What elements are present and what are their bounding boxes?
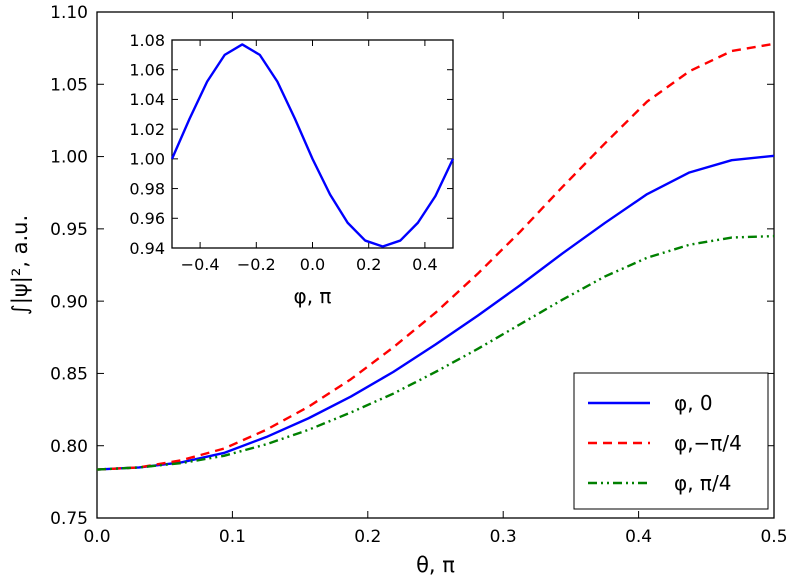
main-xtick-label: 0.1 xyxy=(219,527,246,547)
inset-series-line-0 xyxy=(170,43,455,248)
main-ytick-label: 0.80 xyxy=(50,437,88,457)
inset-xtick-label: −0.2 xyxy=(237,255,276,274)
inset-ytick-label: 0.98 xyxy=(129,179,165,198)
main-ytick-label: 1.00 xyxy=(50,148,88,168)
inset-frame xyxy=(171,39,454,249)
legend-entry-label-0: φ, 0 xyxy=(674,391,713,415)
main-ytick-label: 1.10 xyxy=(50,3,88,23)
inset-ytick-label: 1.02 xyxy=(129,120,165,139)
inset-x-axis-label: φ, π xyxy=(294,284,332,308)
main-ytick-label: 1.05 xyxy=(50,75,88,95)
main-ytick-label: 0.90 xyxy=(50,292,88,312)
main-series-line-2 xyxy=(96,234,775,471)
inset-ytick-label: 0.94 xyxy=(129,239,165,258)
inset-ytick-label: 1.04 xyxy=(129,90,165,109)
legend: φ, 0 φ,−π/4 φ, π/4 xyxy=(573,372,769,510)
inset-ytick-label: 1.06 xyxy=(129,60,165,79)
inset-xtick-label: 0.2 xyxy=(356,255,381,274)
legend-entry-label-1: φ,−π/4 xyxy=(674,431,742,455)
inset-plot: −0.4 −0.2 0.0 0.2 0.4 0.94 0.96 0.98 1.00 1.02 1.0… xyxy=(129,31,455,308)
legend-entry-label-2: φ, π/4 xyxy=(674,471,731,495)
main-xtick-label: 0.0 xyxy=(83,527,110,547)
main-series-line-0 xyxy=(96,154,775,471)
inset-ytick-label: 1.00 xyxy=(129,150,165,169)
main-ytick-label: 0.85 xyxy=(50,365,88,385)
inset-xtick-label: −0.4 xyxy=(181,255,220,274)
main-ytick-label: 0.95 xyxy=(50,220,88,240)
main-series-line-1 xyxy=(96,42,775,471)
inset-xtick-label: 0.0 xyxy=(300,255,325,274)
main-x-axis-label: θ, π xyxy=(416,553,455,577)
main-y-axis-label: ∫|ψ|², a.u. xyxy=(8,215,33,315)
main-xtick-label: 0.5 xyxy=(760,527,787,547)
inset-xtick-label: 0.4 xyxy=(412,255,437,274)
legend-box xyxy=(573,372,769,510)
main-xtick-label: 0.4 xyxy=(625,527,652,547)
inset-ytick-label: 1.08 xyxy=(129,31,165,50)
main-ytick-label: 0.75 xyxy=(50,509,88,529)
main-xtick-label: 0.3 xyxy=(490,527,517,547)
inset-ytick-label: 0.96 xyxy=(129,209,165,228)
main-xtick-label: 0.2 xyxy=(354,527,381,547)
